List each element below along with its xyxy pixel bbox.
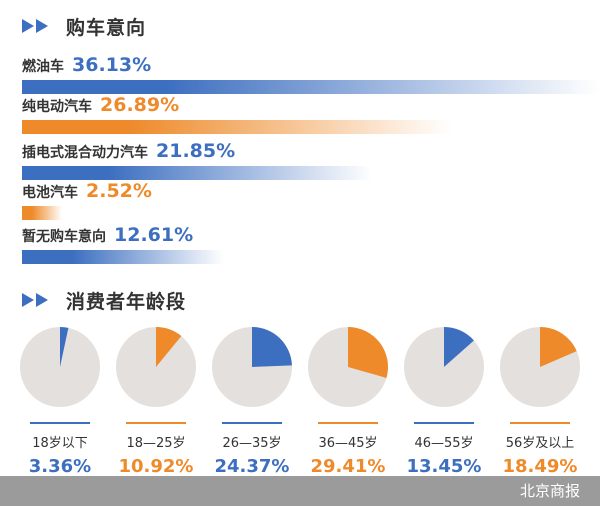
age-group-item: 26—35岁 24.37% [204,322,300,477]
bar [22,250,224,264]
age-group-percent: 13.45% [406,456,482,477]
divider [318,422,378,424]
bar-category-label: 电池汽车 [22,185,78,201]
bar-value-label: 26.89% [100,94,180,116]
divider [222,422,282,424]
bar-track [22,120,600,134]
bar-category-label: 插电式混合动力汽车 [22,145,148,161]
pie-chart [500,327,580,407]
pie-chart [116,327,196,407]
footer-bar: 北京商报 [0,476,600,506]
age-group-item: 46—55岁 13.45% [396,322,492,477]
bar-row: 燃油车 36.13% [22,54,600,94]
pie-chart [212,327,292,407]
bar-value-label: 2.52% [86,180,152,202]
pie-slice [156,327,182,367]
bar-label: 电池汽车 2.52% [22,180,152,206]
age-group-item: 18岁以下 3.36% [12,322,108,477]
bar-value-label: 12.61% [114,224,194,246]
divider [510,422,570,424]
pie-slice [444,327,474,367]
age-group-label: 36—45岁 [318,436,378,451]
bar-row: 暂无购车意向 12.61% [22,224,600,264]
age-group-label: 18岁以下 [32,436,88,451]
pie-slice [60,327,69,367]
purchase-intent-title: 购车意向 [66,16,147,39]
age-group-percent: 18.49% [502,456,578,477]
bar [22,120,452,134]
double-arrow-icon [22,19,48,33]
bar-label: 燃油车 36.13% [22,54,151,80]
age-group-heading: 消费者年龄段 [22,286,186,314]
bar-category-label: 纯电动汽车 [22,99,92,115]
age-group-percent: 3.36% [28,456,92,477]
pie-chart [404,327,484,407]
divider [414,422,474,424]
pie-chart [308,327,388,407]
pie-chart [20,327,100,407]
pie-slice [348,327,388,378]
bar-category-label: 暂无购车意向 [22,229,106,245]
bar [22,166,372,180]
bar-value-label: 21.85% [156,140,236,162]
bar [22,206,62,220]
pie-slice [540,327,577,367]
age-group-label: 26—35岁 [222,436,282,451]
bar-track [22,250,600,264]
divider [126,422,186,424]
pie-slice [252,327,292,367]
bar-category-label: 燃油车 [22,59,64,75]
bar-label: 暂无购车意向 12.61% [22,224,193,250]
bar [22,80,600,94]
age-group-label: 46—55岁 [414,436,474,451]
divider [30,422,90,424]
bar-row: 电池汽车 2.52% [22,180,600,220]
bar-value-label: 36.13% [72,54,152,76]
bar-track [22,80,600,94]
bar-label: 纯电动汽车 26.89% [22,94,179,120]
age-group-pie-charts: 18岁以下 3.36% 18—25岁 10.92% 26—35岁 24.37% 36—45岁… [12,322,588,477]
age-group-item: 56岁及以上 18.49% [492,322,588,477]
purchase-intent-heading: 购车意向 [22,12,146,40]
age-group-title: 消费者年龄段 [66,290,187,313]
bar-row: 插电式混合动力汽车 21.85% [22,140,600,180]
double-arrow-icon [22,293,48,307]
bar-row: 纯电动汽车 26.89% [22,94,600,134]
source-credit: 北京商报 [519,482,580,500]
bar-label: 插电式混合动力汽车 21.85% [22,140,235,166]
age-group-percent: 10.92% [118,456,194,477]
age-group-label: 56岁及以上 [505,436,575,451]
age-group-percent: 29.41% [310,456,386,477]
age-group-label: 18—25岁 [126,436,186,451]
age-group-item: 18—25岁 10.92% [108,322,204,477]
age-group-item: 36—45岁 29.41% [300,322,396,477]
bar-track [22,166,600,180]
bar-track [22,206,600,220]
age-group-percent: 24.37% [214,456,290,477]
